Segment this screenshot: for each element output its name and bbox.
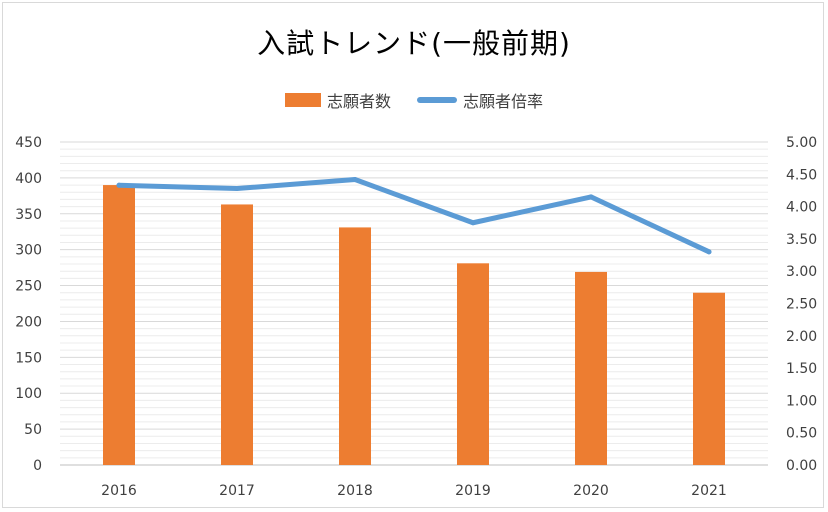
y-left-tick-label: 250 [15, 279, 42, 295]
legend-label-bar: 志願者数 [326, 92, 391, 111]
x-tick-label: 2020 [573, 483, 609, 499]
line-point [470, 220, 476, 226]
y-right-tick-label: 5.00 [786, 135, 817, 151]
bar [339, 227, 371, 465]
y-left-tick-label: 150 [15, 350, 42, 366]
bar [457, 263, 489, 465]
y-right-tick-label: 2.50 [786, 297, 817, 313]
legend: 志願者数 志願者倍率 [0, 88, 828, 112]
line-point [588, 194, 594, 200]
y-right-tick-label: 3.00 [786, 264, 817, 280]
bar [693, 292, 725, 465]
x-tick-label: 2016 [101, 483, 137, 499]
legend-item-bar: 志願者数 [284, 88, 391, 112]
x-tick-label: 2018 [337, 483, 373, 499]
line-point [706, 249, 712, 255]
bar [575, 271, 607, 465]
y-right-tick-label: 1.00 [786, 393, 817, 409]
y-left-tick-label: 0 [33, 458, 42, 474]
y-left-tick-label: 100 [15, 386, 42, 402]
legend-item-line: 志願者倍率 [417, 88, 543, 112]
y-right-tick-label: 0.00 [786, 458, 817, 474]
bar [221, 204, 253, 466]
legend-swatch-line [417, 97, 457, 103]
chart-title: 入試トレンド(一般前期) [257, 27, 571, 60]
y-left-tick-label: 200 [15, 314, 42, 330]
y-left-tick-label: 450 [15, 135, 42, 151]
y-left-tick-label: 300 [15, 243, 42, 259]
line-point [116, 182, 122, 188]
y-right-tick-label: 4.50 [786, 167, 817, 183]
y-right-tick-label: 1.50 [786, 361, 817, 377]
y-left-tick-label: 50 [24, 422, 42, 438]
y-right-tick-label: 4.00 [786, 200, 817, 216]
legend-swatch-bar [284, 93, 321, 107]
line-point [234, 186, 240, 192]
line-series [116, 176, 712, 255]
x-tick-label: 2019 [455, 483, 491, 499]
line-point [352, 176, 358, 182]
y-left-tick-label: 400 [15, 171, 42, 187]
x-tick-label: 2017 [219, 483, 255, 499]
y-right-tick-label: 3.50 [786, 232, 817, 248]
bar [103, 185, 135, 466]
legend-label-line: 志願者倍率 [463, 92, 544, 111]
y-right-tick-label: 2.00 [786, 329, 817, 345]
y-left-tick-label: 350 [15, 207, 42, 223]
y-right-tick-label: 0.50 [786, 426, 817, 442]
x-tick-label: 2021 [691, 483, 727, 499]
